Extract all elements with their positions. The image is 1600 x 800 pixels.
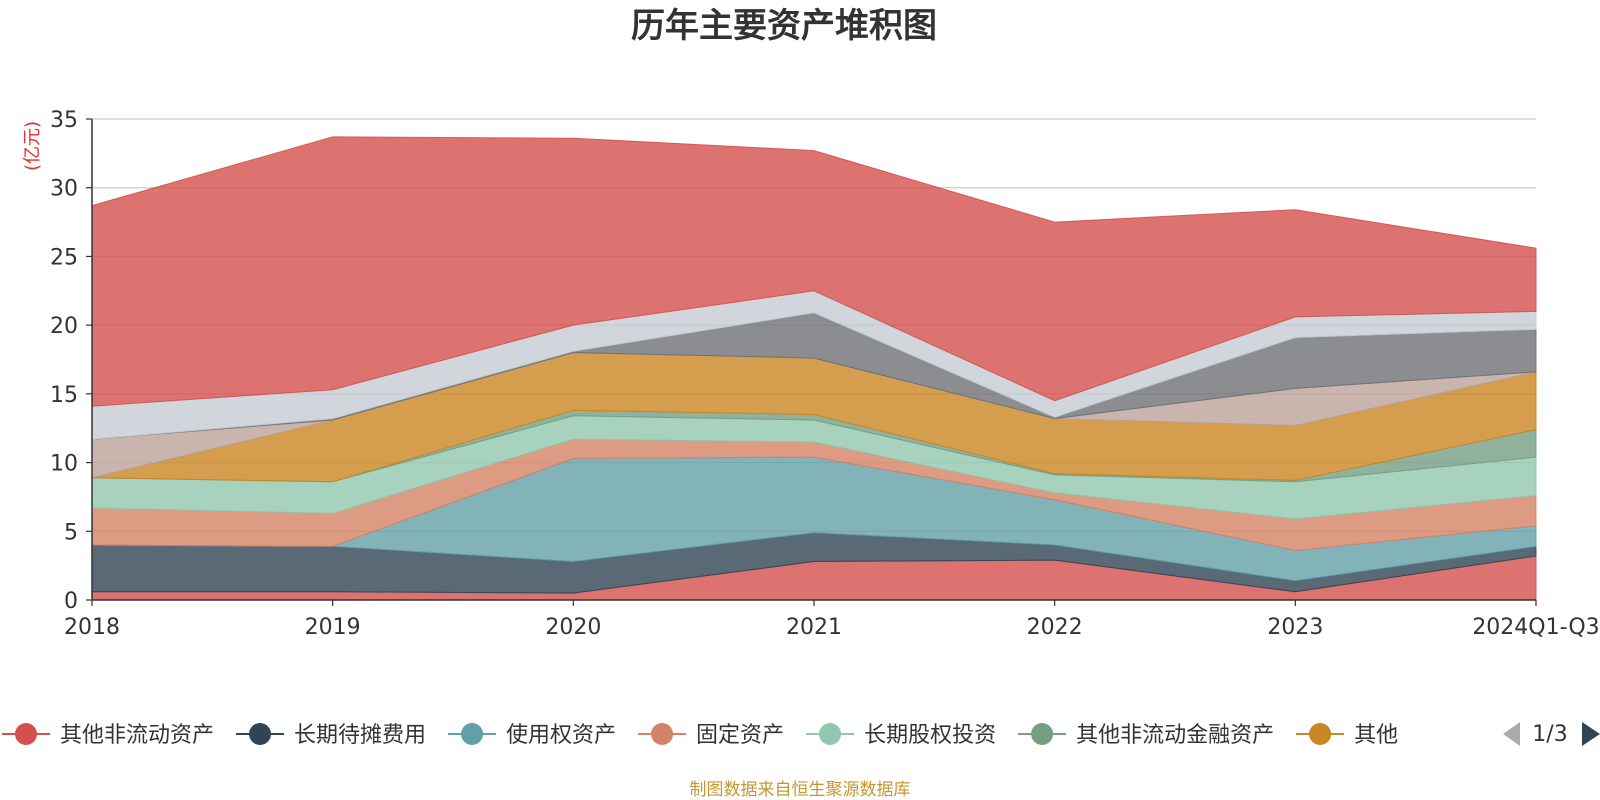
x-tick-label: 2022: [1027, 615, 1083, 640]
legend-marker-icon: [15, 723, 37, 745]
legend-item[interactable]: 其他: [1296, 723, 1398, 748]
y-tick-label: 15: [50, 383, 78, 408]
y-tick-label: 35: [50, 108, 78, 133]
chart-title: 历年主要资产堆积图: [631, 6, 937, 46]
legend-item[interactable]: 长期股权投资: [806, 723, 996, 748]
y-axis-unit-label: (亿元): [22, 121, 43, 171]
legend-item[interactable]: 其他非流动金融资产: [1018, 723, 1274, 748]
legend-label: 其他: [1354, 723, 1398, 748]
legend-marker-icon: [819, 723, 842, 745]
y-tick-label: 0: [64, 589, 78, 614]
legend-marker-icon: [249, 723, 272, 745]
x-tick-label: 2019: [305, 615, 361, 640]
legend-item[interactable]: 其他非流动资产: [2, 723, 214, 748]
legend-label: 使用权资产: [506, 723, 616, 748]
legend-item[interactable]: 固定资产: [638, 723, 784, 748]
x-tick-label: 2018: [64, 615, 120, 640]
legend-page-indicator: 1/3: [1532, 722, 1567, 747]
legend-label: 固定资产: [696, 723, 784, 748]
legend-marker-icon: [1309, 723, 1332, 745]
area-series-11[interactable]: [91, 136, 1537, 407]
legend-marker-icon: [1031, 723, 1054, 745]
x-tick-labels: 2018 2019 2020 2021 2022 2023 2024Q1-Q3: [64, 600, 1600, 640]
legend-next-page-icon[interactable]: [1582, 722, 1600, 746]
legend-marker-icon: [651, 723, 674, 745]
y-tick-labels: 0 5 10 15 20 25 30 35: [50, 108, 92, 614]
x-tick-label: 2023: [1267, 615, 1323, 640]
legend-prev-page-icon[interactable]: [1503, 722, 1520, 746]
y-tick-label: 5: [64, 520, 78, 545]
x-tick-label: 2021: [786, 615, 842, 640]
legend-label: 其他非流动金融资产: [1076, 723, 1274, 748]
legend-item[interactable]: 使用权资产: [448, 723, 616, 748]
x-tick-label: 2020: [545, 615, 601, 640]
legend-pager: 1/3: [1503, 722, 1600, 747]
legend-label: 长期股权投资: [864, 723, 996, 748]
data-source-note: 制图数据来自恒生聚源数据库: [690, 780, 911, 800]
legend: 其他非流动资产 长期待摊费用 使用权资产 固定资产 长期股权投资 其他非流动金融资产 其他: [2, 723, 1398, 748]
y-tick-label: 10: [50, 452, 78, 477]
legend-marker-icon: [461, 723, 484, 745]
y-tick-label: 25: [50, 245, 78, 270]
area-series-group: [91, 136, 1537, 601]
y-tick-label: 30: [50, 177, 78, 202]
legend-label: 其他非流动资产: [60, 723, 214, 748]
legend-item[interactable]: 长期待摊费用: [236, 723, 426, 748]
legend-label: 长期待摊费用: [294, 723, 426, 748]
x-tick-label: 2024Q1-Q3: [1472, 615, 1599, 640]
y-tick-label: 20: [50, 314, 78, 339]
